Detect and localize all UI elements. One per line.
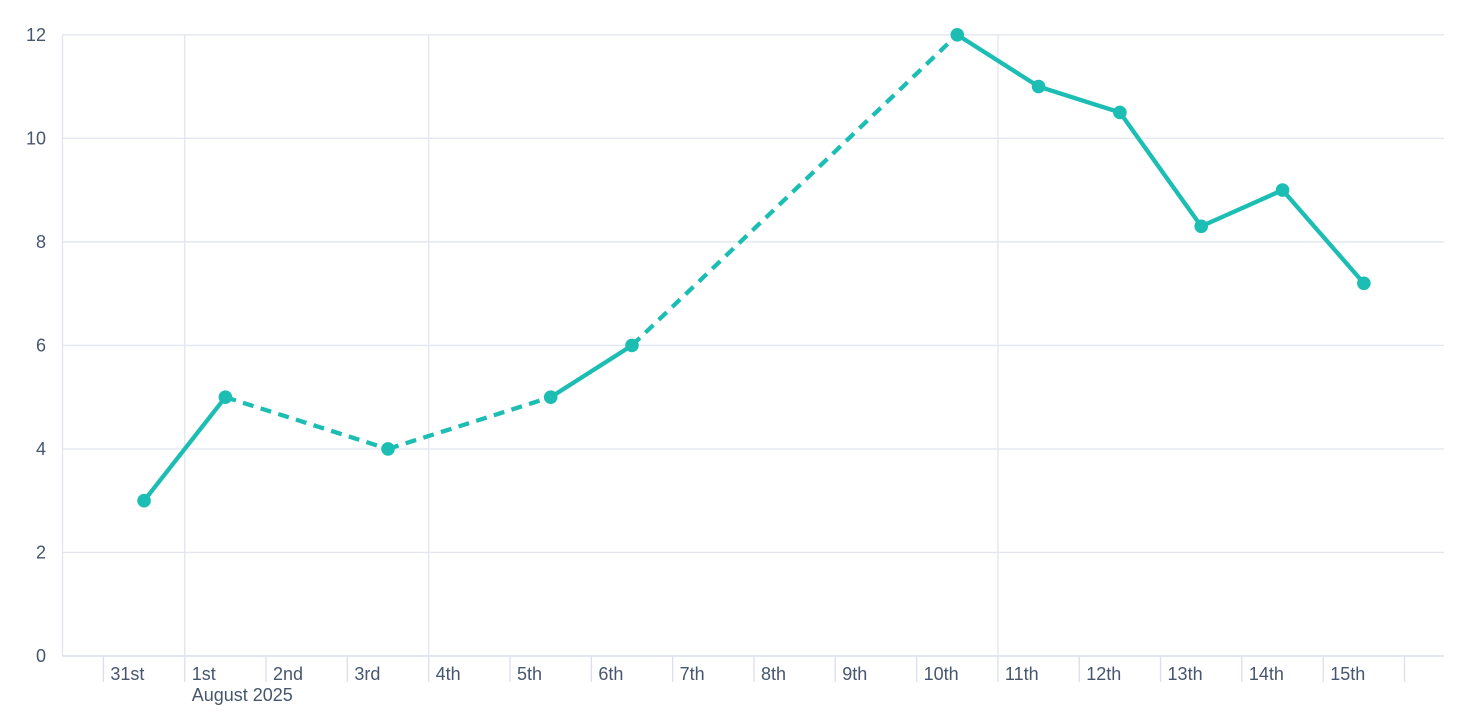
x-axis-tick-label: 2nd [273, 664, 303, 684]
series-segment-solid [141, 395, 228, 503]
data-point-marker[interactable] [1194, 219, 1209, 234]
series-segment-solid [548, 343, 635, 400]
y-axis-tick-label: 0 [36, 646, 46, 666]
data-point-marker[interactable] [950, 28, 965, 42]
x-axis-tick-label: 4th [436, 664, 461, 684]
x-axis-month-label: August 2025 [192, 685, 293, 705]
y-axis-tick-label: 4 [36, 439, 46, 459]
x-axis-tick-label: 10th [924, 664, 959, 684]
x-axis-tick-label: 5th [517, 664, 542, 684]
x-axis-tick-label: 12th [1086, 664, 1121, 684]
data-point-marker[interactable] [1357, 276, 1371, 291]
x-axis-tick-label: 6th [598, 664, 623, 684]
x-axis-tick-label: 11th [1005, 664, 1039, 684]
y-axis-tick-label: 10 [26, 128, 46, 148]
y-axis-tick-label: 8 [36, 232, 46, 252]
x-axis-tick-label: 1st [192, 664, 216, 684]
x-axis-tick-label: 31st [110, 664, 144, 684]
y-axis-tick-label: 6 [36, 335, 46, 355]
y-axis-tick-label: 2 [36, 542, 46, 562]
x-axis-tick-label: 14th [1249, 664, 1284, 684]
x-axis-tick-label: 3rd [354, 664, 380, 684]
x-axis-tick-label: 8th [761, 664, 786, 684]
x-axis-tick-label: 13th [1168, 664, 1203, 684]
x-axis-tick-label: 15th [1330, 664, 1365, 684]
data-point-marker[interactable] [1275, 183, 1290, 197]
data-point-marker[interactable] [543, 390, 558, 404]
data-point-marker[interactable] [137, 493, 151, 508]
x-axis-tick-label: 9th [842, 664, 867, 684]
data-point-marker[interactable] [218, 390, 233, 404]
data-point-marker[interactable] [1113, 105, 1127, 120]
x-axis-tick-label: 7th [680, 664, 705, 684]
series-segment-dashed [224, 395, 389, 451]
series-segment-dashed [630, 33, 959, 347]
data-point-marker[interactable] [381, 442, 395, 456]
y-axis-tick-label: 12 [26, 25, 46, 45]
data-point-marker[interactable] [1031, 79, 1046, 94]
data-point-marker[interactable] [625, 338, 639, 353]
series-segment-dashed [387, 395, 552, 451]
series-segment-solid [955, 32, 1367, 286]
